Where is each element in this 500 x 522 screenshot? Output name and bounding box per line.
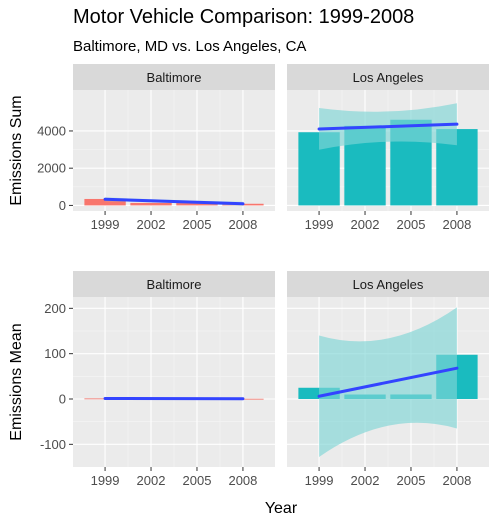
x-tick-label-sum-losangeles-1999: 1999 [305,217,334,232]
x-tick-label-sum-baltimore-2005: 2005 [183,217,212,232]
x-tick-label-mean-baltimore-2005: 2005 [183,473,212,488]
x-tick-label-sum-baltimore-2008: 2008 [228,217,257,232]
facet-strip-label-mean-baltimore: Baltimore [147,277,202,292]
y-tick-label-mean-baltimore: 100 [44,346,66,361]
x-tick-label-sum-losangeles-2008: 2008 [442,217,471,232]
x-tick-label-sum-losangeles-2005: 2005 [397,217,426,232]
x-tick-label-mean-losangeles-2002: 2002 [351,473,380,488]
x-tick-label-mean-baltimore-2002: 2002 [137,473,166,488]
x-tick-label-mean-baltimore-2008: 2008 [228,473,257,488]
x-tick-label-sum-losangeles-2002: 2002 [351,217,380,232]
y-axis-title-sum: Emissions Sum [8,95,25,205]
y-tick-label-sum-baltimore: 2000 [37,161,66,176]
bar-sum-baltimore-2002 [130,203,171,206]
facet-strip-label-sum-losangeles: Los Angeles [353,70,424,85]
y-tick-label-mean-baltimore: -100 [40,437,66,452]
x-tick-label-sum-baltimore-1999: 1999 [91,217,120,232]
y-tick-label-mean-baltimore: 200 [44,301,66,316]
y-tick-label-sum-baltimore: 4000 [37,123,66,138]
x-tick-label-mean-baltimore-1999: 1999 [91,473,120,488]
y-tick-label-sum-baltimore: 0 [59,198,66,213]
y-axis-title-mean: Emissions Mean [8,323,25,440]
x-tick-label-sum-baltimore-2002: 2002 [137,217,166,232]
facet-strip-label-mean-losangeles: Los Angeles [353,277,424,292]
facet-strip-label-sum-baltimore: Baltimore [147,70,202,85]
x-tick-label-mean-losangeles-2005: 2005 [397,473,426,488]
x-tick-label-mean-losangeles-1999: 1999 [305,473,334,488]
y-tick-label-mean-baltimore: 0 [59,392,66,407]
x-axis-title: Year [265,500,298,517]
x-tick-label-mean-losangeles-2008: 2008 [442,473,471,488]
